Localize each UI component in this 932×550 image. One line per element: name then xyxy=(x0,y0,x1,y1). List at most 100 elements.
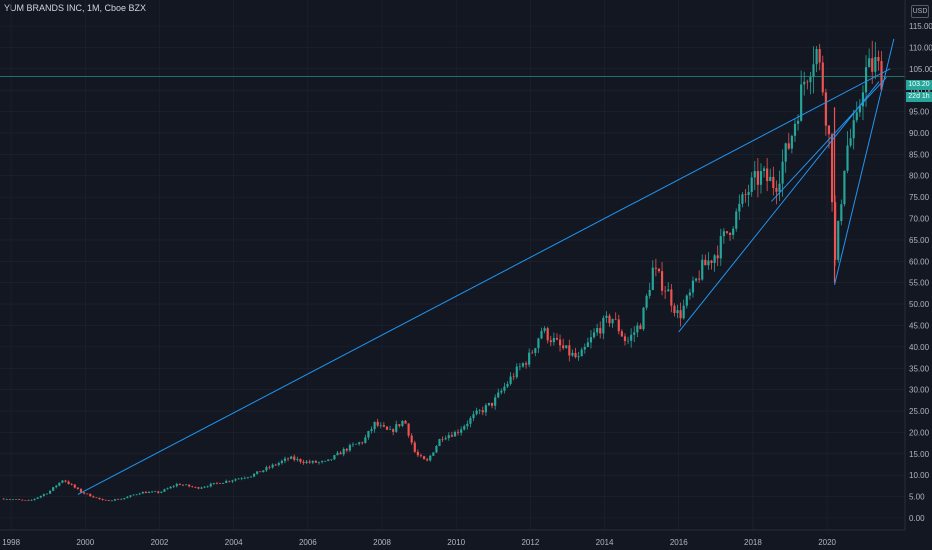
candle-body xyxy=(639,325,642,330)
candle-body xyxy=(766,168,769,182)
chart-title: YUM BRANDS INC, 1M, Cboe BZX xyxy=(4,3,147,13)
candle-body xyxy=(39,495,42,498)
y-tick-label: 15.00 xyxy=(909,450,930,459)
candle-body xyxy=(871,58,874,72)
candle-body xyxy=(144,491,147,494)
candle-body xyxy=(691,280,695,293)
candle-body xyxy=(790,135,793,149)
candle-body xyxy=(617,319,620,332)
candle-body xyxy=(225,480,228,483)
y-tick-label: 80.00 xyxy=(909,172,930,181)
candle-body xyxy=(818,49,821,63)
candle-body xyxy=(283,458,287,461)
candle-body xyxy=(821,62,824,93)
candle-body xyxy=(330,459,333,460)
candle-body xyxy=(354,443,358,445)
candle-body xyxy=(385,426,389,430)
candle-body xyxy=(52,487,55,491)
candle-body xyxy=(636,325,639,333)
bar-countdown-tag: 22d 1h xyxy=(906,92,932,102)
candle-body xyxy=(722,231,725,237)
candle-body xyxy=(333,455,336,460)
candle-body xyxy=(685,295,688,306)
candle-body xyxy=(413,442,416,452)
currency-button[interactable]: USD xyxy=(911,5,929,18)
candle-body xyxy=(543,328,546,332)
candle-body xyxy=(438,439,441,447)
candle-body xyxy=(324,460,327,462)
candle-body xyxy=(67,481,70,484)
candle-body xyxy=(466,423,469,427)
candle-body xyxy=(648,289,651,296)
candle-body xyxy=(197,487,200,489)
candle-body xyxy=(89,493,92,497)
candle-body xyxy=(518,366,521,368)
candle-body xyxy=(592,332,596,338)
candle-body xyxy=(787,143,790,149)
candle-body xyxy=(2,498,5,500)
candle-body xyxy=(370,429,373,431)
candle-body xyxy=(732,228,735,235)
candle-body xyxy=(259,471,262,473)
grid xyxy=(0,0,905,530)
candle-body xyxy=(753,171,756,178)
candle-body xyxy=(126,496,129,499)
candle-body xyxy=(846,145,849,171)
candle-body xyxy=(246,477,249,478)
candle-body xyxy=(608,315,611,324)
candle-body xyxy=(262,470,265,473)
candle-body xyxy=(410,435,413,443)
candle-body xyxy=(123,498,126,500)
candle-body xyxy=(422,456,426,460)
candle-body xyxy=(348,445,351,451)
candle-body xyxy=(160,491,163,493)
candle-body xyxy=(76,487,79,489)
candle-body xyxy=(181,484,185,486)
candle-body xyxy=(494,397,497,406)
candle-body xyxy=(200,487,203,489)
candle-body xyxy=(827,125,831,135)
x-tick-label: 2012 xyxy=(521,538,539,547)
candle-body xyxy=(70,483,73,485)
candle-body xyxy=(92,496,95,498)
candle-body xyxy=(667,289,670,292)
candle-body xyxy=(154,491,157,493)
candle-body xyxy=(184,484,188,486)
candle-body xyxy=(840,204,843,222)
candle-body xyxy=(11,499,15,501)
candle-body xyxy=(240,478,243,480)
candle-body xyxy=(252,473,256,477)
candle-body xyxy=(719,236,722,259)
x-tick-label: 2018 xyxy=(744,538,762,547)
candle-body xyxy=(30,499,33,501)
candle-body xyxy=(361,442,364,443)
candle-body xyxy=(852,120,855,139)
candle-body xyxy=(336,452,339,456)
candle-body xyxy=(716,255,719,259)
candle-body xyxy=(803,81,806,85)
candle-body xyxy=(392,429,395,432)
candle-body xyxy=(274,464,277,466)
candle-body xyxy=(834,202,837,260)
candle-body xyxy=(524,363,528,365)
y-tick-label: 90.00 xyxy=(909,129,930,138)
candle-body xyxy=(503,386,506,391)
candle-body xyxy=(460,429,463,433)
candle-body xyxy=(27,500,30,501)
candle-body xyxy=(540,331,543,339)
y-tick-label: 45.00 xyxy=(909,321,930,330)
y-tick-label: 95.00 xyxy=(909,108,930,117)
candle-body xyxy=(877,56,880,62)
candle-body xyxy=(441,439,444,440)
candle-body xyxy=(611,318,614,324)
candle-body xyxy=(107,500,110,501)
candle-body xyxy=(701,259,704,280)
candle-body xyxy=(231,480,234,482)
x-tick-label: 2016 xyxy=(670,538,688,547)
candle-body xyxy=(843,170,846,205)
candle-body xyxy=(472,414,475,419)
candle-body xyxy=(277,462,280,465)
candle-body xyxy=(673,305,676,314)
candle-body xyxy=(830,134,834,203)
